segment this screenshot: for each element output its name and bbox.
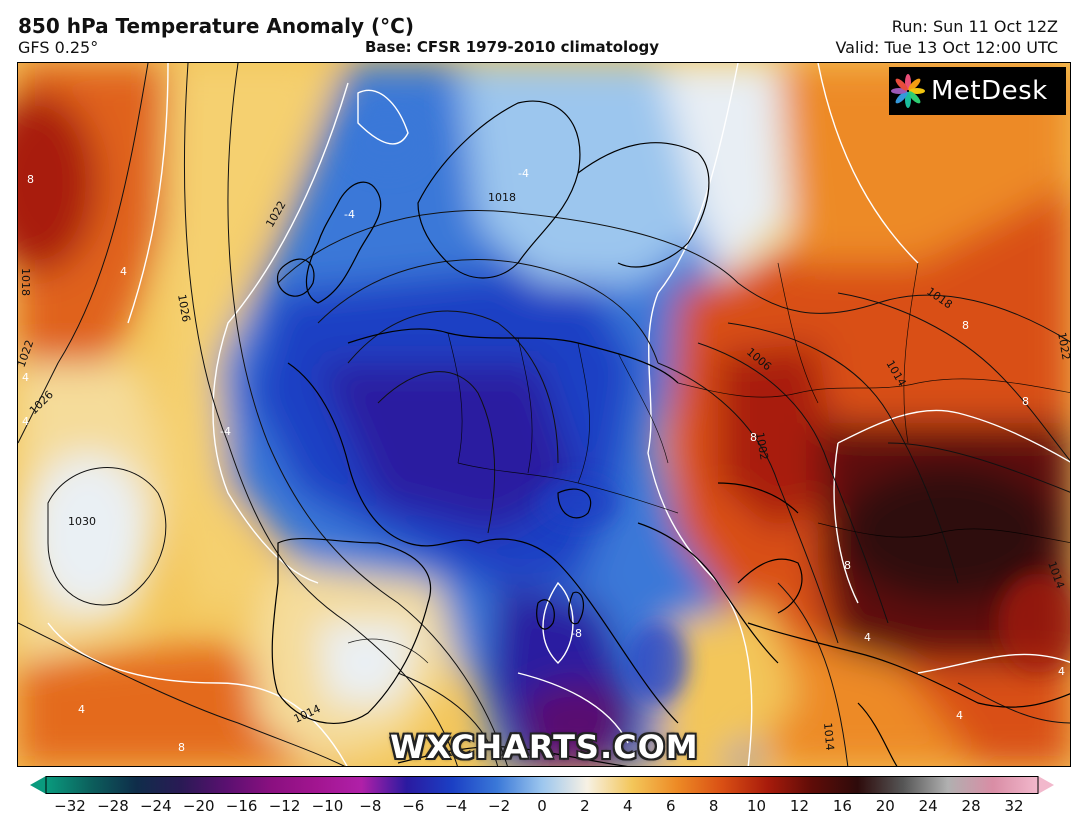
anomaly-label: 8 xyxy=(178,741,185,754)
colorbar-tick-label: 0 xyxy=(537,797,547,815)
anomaly-label: -8 xyxy=(571,627,582,640)
colorbar-tick-label: −6 xyxy=(402,797,425,815)
anomaly-label: 8 xyxy=(27,173,34,186)
isobar-label: 1022 xyxy=(1055,331,1071,361)
colorbar-tick-label: −12 xyxy=(268,797,301,815)
colorbar-ticks: −32 −28 −24 −20 −16 −12 −10 −8 −6 −4 −2 0 2 4 6 8 10 12 16… xyxy=(0,794,1078,822)
anomaly-label: 8 xyxy=(750,431,757,444)
model-label: GFS 0.25° xyxy=(18,38,99,57)
colorbar-tick-label: 12 xyxy=(789,797,809,815)
climatology-base-label: Base: CFSR 1979-2010 climatology xyxy=(365,38,660,56)
colorbar-tick-label: 20 xyxy=(875,797,895,815)
anomaly-label: 4 xyxy=(864,631,871,644)
colorbar-tick-label: 32 xyxy=(1004,797,1024,815)
colorbar-tick-label: 28 xyxy=(961,797,981,815)
colorbar-tick-label: 2 xyxy=(580,797,590,815)
run-time-label: Run: Sun 11 Oct 12Z xyxy=(891,17,1058,36)
anomaly-field xyxy=(18,63,1070,766)
colorbar-tick-label: −24 xyxy=(139,797,172,815)
valid-time-label: Valid: Tue 13 Oct 12:00 UTC xyxy=(835,38,1058,57)
colorbar-max-arrow xyxy=(1038,776,1054,794)
anomaly-label: -4 xyxy=(344,208,355,221)
anomaly-label: 8 xyxy=(1022,395,1029,408)
chart-title: 850 hPa Temperature Anomaly (°C) xyxy=(18,14,414,38)
isobar-label: 1018 xyxy=(19,268,32,296)
anomaly-label: 4 xyxy=(78,703,85,716)
colorbar-min-arrow xyxy=(30,776,46,794)
anomaly-contours xyxy=(47,63,1070,766)
anomaly-label: 4 xyxy=(120,265,127,278)
anomaly-label: 4 xyxy=(22,371,29,384)
colorbar-tick-label: −16 xyxy=(225,797,258,815)
anomaly-labels: 8 4 4 4 4 -4 -4 -4 -8 8 8 8 8 4 4 8 4 xyxy=(22,167,1065,754)
isobar-label: 1018 xyxy=(488,191,516,204)
anomaly-label: 8 xyxy=(844,559,851,572)
colorbar-gradient xyxy=(46,776,1038,794)
wxcharts-watermark: WXCHARTS.COM xyxy=(390,728,699,766)
colorbar-tick-label: 16 xyxy=(832,797,852,815)
colorbar-tick-label: 4 xyxy=(623,797,633,815)
anomaly-label: -4 xyxy=(220,425,231,438)
colorbar-tick-label: −2 xyxy=(488,797,511,815)
colorbar-tick-label: 6 xyxy=(665,797,676,815)
colorbar-tick-label: −10 xyxy=(311,797,344,815)
colorbar-tick-label: −8 xyxy=(359,797,382,815)
anomaly-label: 4 xyxy=(1058,665,1065,678)
anomaly-label: 8 xyxy=(962,319,969,332)
colorbar-tick-label: 10 xyxy=(746,797,767,815)
country-borders xyxy=(347,262,1070,664)
isobar-labels: 1018 1022 1026 1030 1022 1026 1018 1006 … xyxy=(18,191,1071,751)
isobar-label: 1030 xyxy=(68,515,96,528)
metdesk-logo-text: MetDesk xyxy=(931,76,1048,106)
anomaly-detail xyxy=(348,113,1070,703)
colorbar-tick-label: 8 xyxy=(708,797,719,815)
isobar-label: 1014 xyxy=(821,722,836,751)
colorbar-tick-label: −28 xyxy=(97,797,129,815)
coastlines xyxy=(271,100,1070,766)
colorbar-tick-label: −32 xyxy=(54,797,86,815)
metdesk-pinwheel-icon xyxy=(891,74,925,108)
metdesk-logo: MetDesk xyxy=(889,67,1066,115)
anomaly-label: 4 xyxy=(956,709,963,722)
anomaly-label: 4 xyxy=(22,415,29,428)
colorbar-tick-label: −4 xyxy=(445,797,468,815)
isobar-label: 1002 xyxy=(753,431,771,461)
anomaly-label: -4 xyxy=(518,167,529,180)
isobar-label: 1026 xyxy=(175,293,193,323)
anomaly-map: 1018 1022 1026 1030 1022 1026 1018 1006 … xyxy=(17,62,1071,767)
colorbar-tick-label: −20 xyxy=(182,797,215,815)
colorbar xyxy=(30,776,1054,794)
colorbar-tick-label: 24 xyxy=(918,797,938,815)
